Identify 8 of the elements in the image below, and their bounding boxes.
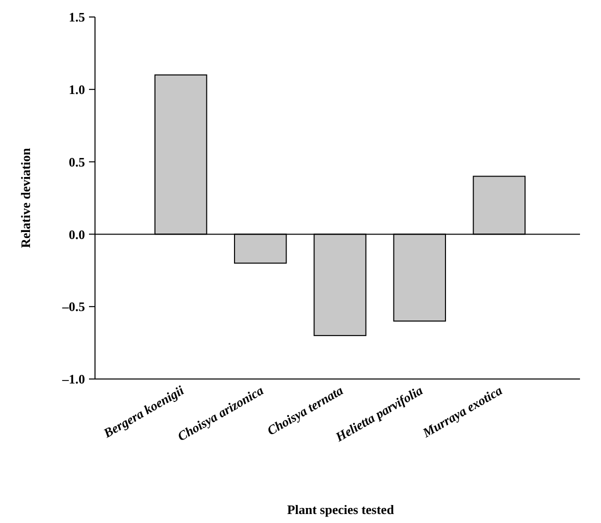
- y-tick-label: 1.5: [68, 10, 86, 25]
- y-tick-label: 0.5: [68, 154, 86, 170]
- y-tick-label: –0.5: [61, 299, 86, 314]
- y-tick-label: –1.0: [61, 372, 85, 387]
- y-tick-label: 1.0: [68, 82, 85, 97]
- x-axis-title: Plant species tested: [287, 502, 395, 517]
- y-axis-title: Relative deviation: [18, 147, 33, 248]
- y-tick-label: 0.0: [68, 226, 85, 242]
